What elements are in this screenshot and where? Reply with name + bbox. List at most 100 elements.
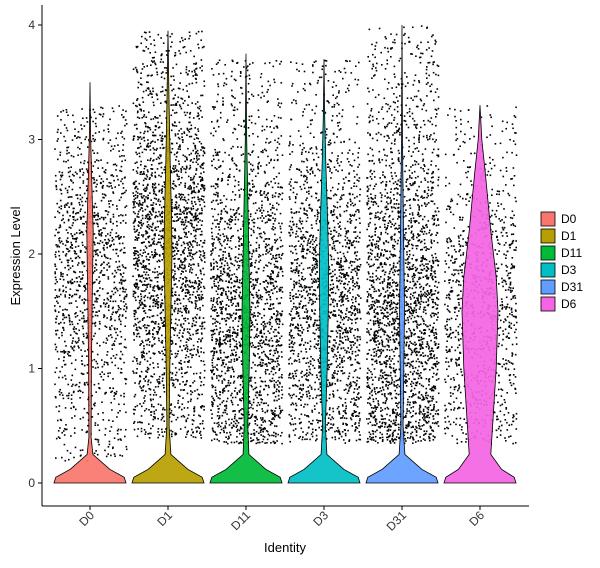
data-point xyxy=(153,104,155,107)
data-point xyxy=(106,246,108,249)
data-point xyxy=(172,67,174,69)
data-point xyxy=(276,341,279,343)
data-point xyxy=(217,379,220,382)
data-point xyxy=(250,437,252,439)
data-point xyxy=(70,227,72,229)
data-point xyxy=(143,397,145,399)
data-point xyxy=(193,235,196,238)
data-point xyxy=(198,316,201,319)
data-point xyxy=(113,281,116,284)
data-point xyxy=(63,352,66,354)
data-point xyxy=(83,335,85,338)
data-point xyxy=(64,266,66,269)
data-point xyxy=(67,146,70,149)
data-point xyxy=(97,225,99,228)
data-point xyxy=(73,238,76,240)
data-point xyxy=(85,288,87,290)
data-point xyxy=(223,379,226,381)
data-point xyxy=(155,203,157,205)
data-point xyxy=(276,310,278,312)
data-point xyxy=(251,321,253,324)
data-point xyxy=(134,318,136,321)
data-point xyxy=(149,192,151,194)
data-point xyxy=(276,127,279,129)
data-point xyxy=(260,424,263,426)
data-point xyxy=(240,442,243,444)
data-point xyxy=(174,257,176,260)
data-point xyxy=(112,447,114,450)
data-point xyxy=(274,213,276,216)
data-point xyxy=(60,207,62,210)
data-point xyxy=(161,253,164,255)
data-point xyxy=(255,391,257,394)
data-point xyxy=(133,225,136,228)
data-point xyxy=(233,425,235,427)
data-point xyxy=(192,253,194,256)
data-point xyxy=(227,268,229,270)
data-point xyxy=(214,278,216,280)
data-point xyxy=(100,235,103,237)
data-point xyxy=(164,183,166,185)
data-point xyxy=(71,260,74,262)
data-point xyxy=(140,293,142,295)
data-point xyxy=(114,269,116,272)
data-point xyxy=(82,342,85,345)
data-point xyxy=(143,114,146,116)
data-point xyxy=(101,187,104,189)
data-point xyxy=(149,52,151,54)
data-point xyxy=(178,235,180,238)
data-point xyxy=(193,253,195,256)
data-point xyxy=(191,197,194,199)
data-point xyxy=(211,395,213,398)
data-point xyxy=(149,279,152,281)
data-point xyxy=(139,385,141,388)
data-point xyxy=(161,188,163,190)
data-point xyxy=(203,195,205,198)
data-point xyxy=(123,305,126,307)
data-point xyxy=(58,295,60,298)
data-point xyxy=(189,328,191,331)
data-point xyxy=(98,242,101,245)
data-point xyxy=(141,242,143,244)
data-point xyxy=(137,110,139,113)
data-point xyxy=(77,136,79,138)
data-point xyxy=(263,231,265,233)
data-point xyxy=(118,315,120,318)
data-point xyxy=(54,148,56,150)
data-point xyxy=(61,219,63,222)
data-point xyxy=(111,390,113,393)
data-point xyxy=(224,239,226,241)
data-point xyxy=(248,193,251,196)
data-point xyxy=(242,153,245,155)
data-point xyxy=(276,275,278,278)
data-point xyxy=(107,142,110,144)
data-point xyxy=(147,218,149,220)
data-point xyxy=(132,275,134,278)
data-point xyxy=(188,70,190,72)
data-point xyxy=(107,372,109,375)
data-point xyxy=(233,213,236,215)
data-point xyxy=(180,259,182,262)
data-point xyxy=(240,87,243,89)
data-point xyxy=(274,257,276,260)
data-point xyxy=(183,252,185,255)
data-point xyxy=(270,380,272,383)
data-point xyxy=(177,218,180,220)
data-point xyxy=(144,400,146,402)
data-point xyxy=(192,419,195,422)
data-point xyxy=(152,147,155,149)
data-point xyxy=(256,396,258,399)
data-point xyxy=(82,315,85,317)
data-point xyxy=(230,359,233,361)
data-point xyxy=(199,165,202,168)
data-point xyxy=(163,431,166,433)
data-point xyxy=(200,281,202,284)
data-point xyxy=(172,269,174,271)
data-point xyxy=(142,341,144,344)
data-point xyxy=(123,392,125,395)
data-point xyxy=(136,333,139,335)
data-point xyxy=(83,285,85,288)
data-point xyxy=(97,254,99,257)
data-point xyxy=(136,111,139,114)
data-point xyxy=(104,210,107,212)
